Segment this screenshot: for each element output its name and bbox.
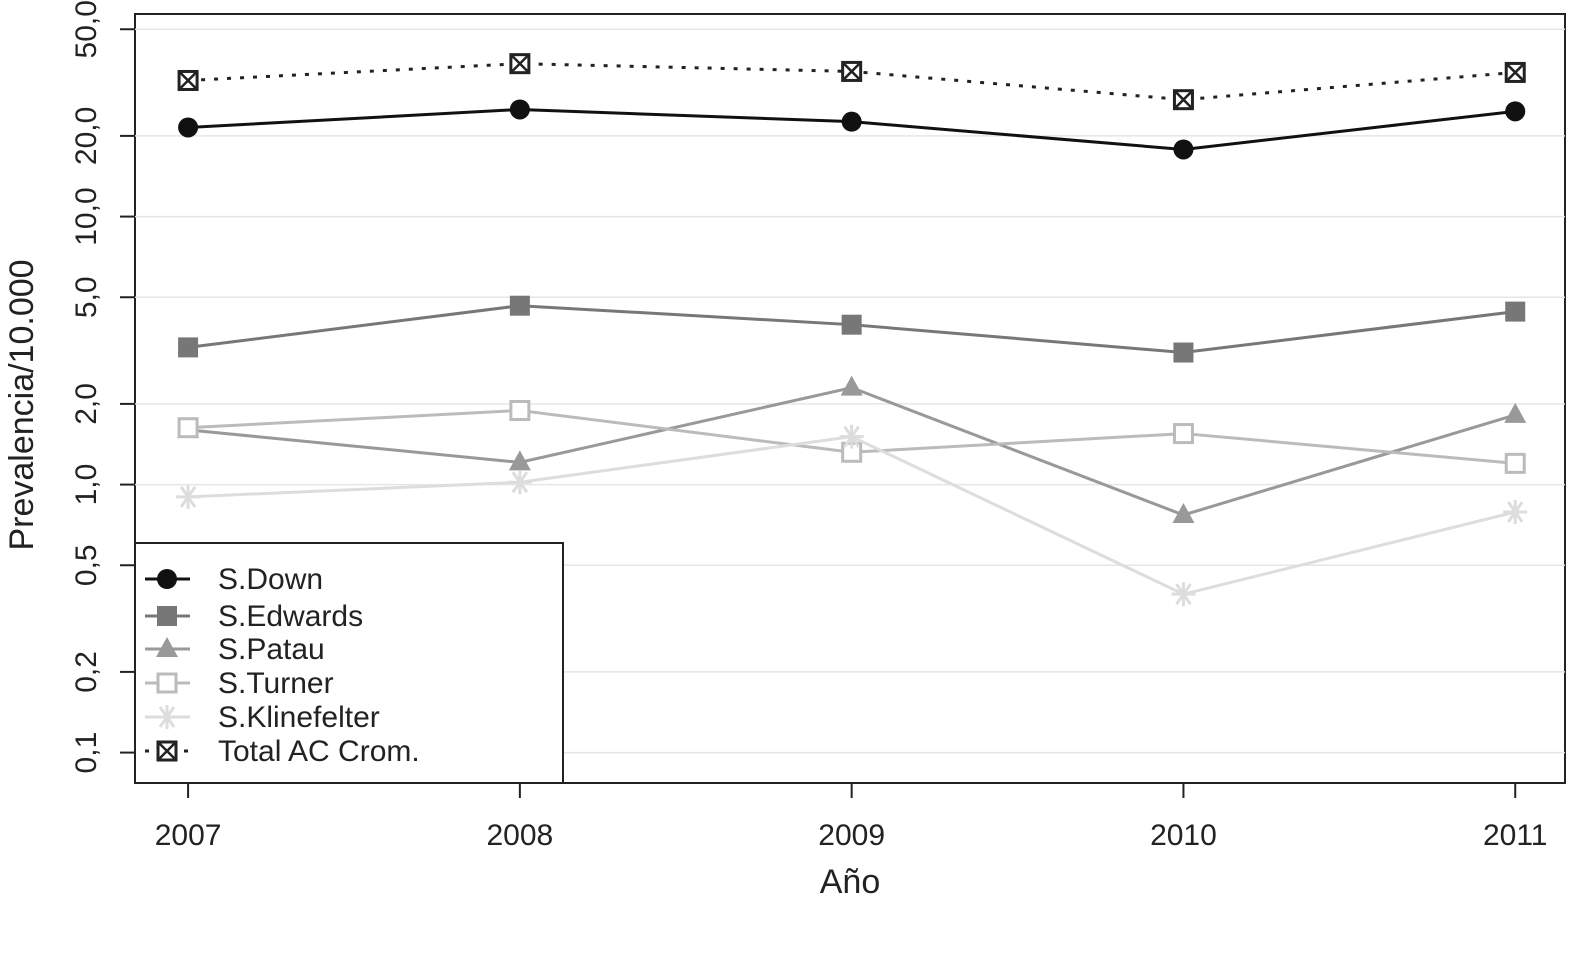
- y-tick-label: 20,0: [70, 107, 103, 165]
- y-axis-label: Prevalencia/10.000: [3, 259, 41, 550]
- point: [839, 424, 864, 449]
- y-tick-label: 0,5: [70, 544, 103, 586]
- x-axis-label: Año: [820, 863, 881, 901]
- y-tick-label: 5,0: [70, 276, 103, 318]
- point: [508, 450, 531, 471]
- marker-shape: [179, 71, 197, 90]
- marker-shape: [841, 314, 862, 335]
- point: [1173, 139, 1194, 160]
- point: [1173, 342, 1194, 363]
- y-tick-label: 1,0: [70, 464, 103, 506]
- x-tick-label: 2010: [1150, 819, 1217, 852]
- x-tick-label: 2008: [486, 819, 553, 852]
- marker-shape: [178, 337, 199, 358]
- legend-label: S.Patau: [218, 633, 325, 666]
- legend-label: S.Edwards: [218, 600, 363, 633]
- plot-frame: [134, 13, 1566, 784]
- y-tick-label: 50,0: [70, 0, 103, 58]
- point: [507, 470, 532, 495]
- point: [1505, 301, 1526, 322]
- legend-box: [134, 542, 564, 784]
- legend-marker: [157, 606, 177, 626]
- point: [841, 314, 862, 335]
- legend-marker: [156, 637, 178, 657]
- marker-shape: [157, 606, 177, 626]
- legend-marker: [156, 740, 178, 762]
- marker-shape: [842, 62, 861, 81]
- point: [840, 375, 863, 396]
- point: [1504, 452, 1526, 474]
- y-tick-label: 2,0: [70, 383, 103, 425]
- point: [841, 60, 863, 82]
- marker-shape: [840, 375, 863, 396]
- marker-shape: [1174, 90, 1193, 109]
- point: [841, 111, 862, 132]
- point: [1504, 402, 1527, 423]
- legend-label: S.Turner: [218, 667, 334, 700]
- marker-shape: [509, 295, 530, 316]
- marker-shape: [157, 569, 177, 589]
- marker-shape: [510, 54, 529, 73]
- x-tick-label: 2009: [818, 819, 885, 852]
- legend-label: S.Down: [218, 563, 323, 596]
- point: [1503, 500, 1528, 525]
- marker-shape: [1173, 342, 1194, 363]
- marker-shape: [841, 111, 862, 132]
- legend-marker: [157, 569, 177, 589]
- point: [1504, 61, 1526, 83]
- marker-shape: [1172, 423, 1194, 445]
- point: [1172, 89, 1194, 111]
- marker-shape: [509, 99, 530, 120]
- point: [176, 484, 201, 509]
- legend-label: Total AC Crom.: [218, 735, 420, 768]
- marker-shape: [1505, 301, 1526, 322]
- point: [177, 69, 199, 91]
- x-tick-label: 2011: [1483, 819, 1548, 852]
- point: [509, 99, 530, 120]
- legend-label: S.Klinefelter: [218, 701, 380, 734]
- y-tick-label: 10,0: [70, 187, 103, 245]
- marker-shape: [1173, 139, 1194, 160]
- point: [509, 399, 531, 421]
- point: [1171, 582, 1196, 607]
- point: [509, 295, 530, 316]
- marker-shape: [508, 450, 531, 471]
- marker-shape: [156, 672, 178, 694]
- point: [178, 117, 199, 138]
- marker-shape: [158, 742, 176, 760]
- x-tick-label: 2007: [155, 819, 222, 852]
- y-tick-label: 0,1: [70, 732, 103, 774]
- legend-marker: [156, 672, 178, 694]
- marker-shape: [1505, 101, 1526, 122]
- y-tick-label: 0,2: [70, 651, 103, 693]
- point: [1172, 423, 1194, 445]
- marker-shape: [178, 117, 199, 138]
- marker-shape: [1506, 63, 1525, 82]
- point: [1172, 502, 1195, 523]
- point: [1505, 101, 1526, 122]
- point: [509, 53, 531, 75]
- legend-marker: [155, 705, 179, 729]
- point: [178, 337, 199, 358]
- marker-shape: [1172, 502, 1195, 523]
- marker-shape: [509, 399, 531, 421]
- marker-shape: [156, 637, 178, 657]
- marker-shape: [1504, 402, 1527, 423]
- point: [177, 417, 199, 439]
- marker-shape: [177, 417, 199, 439]
- marker-shape: [1504, 452, 1526, 474]
